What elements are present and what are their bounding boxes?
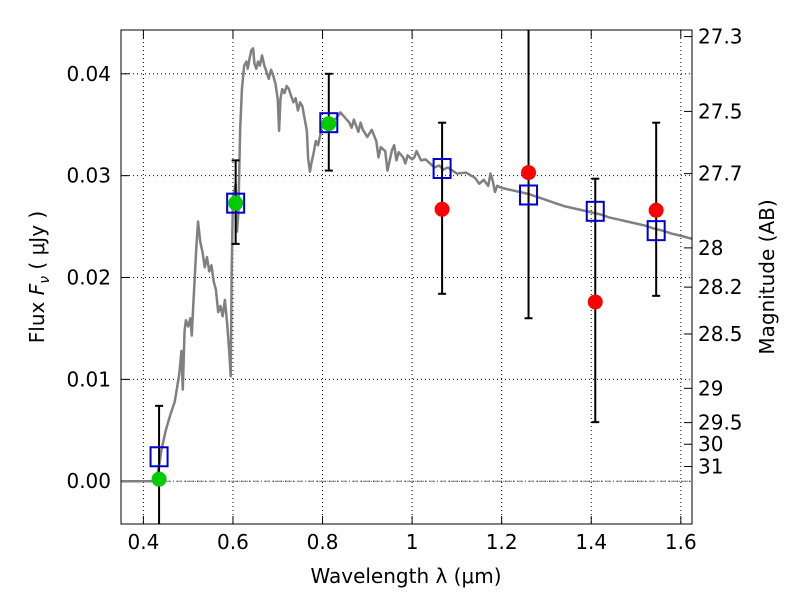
y2-tick-label: 29 [698,376,723,400]
model-photometry-square [432,158,452,180]
x-tick-label: 1 [406,530,419,554]
y-axis-label-prefix: Flux [25,295,49,343]
x-tick-label: 1.2 [486,530,518,554]
model-photometry-square [226,192,246,214]
x-tick-label: 1.6 [665,530,697,554]
red-data-point [434,201,450,217]
y2-tick-label: 30 [698,432,723,456]
model-photometry-square [646,220,666,242]
y-axis-label-suffix: ( μJy ) [25,211,49,276]
y2-tick-label: 29.5 [698,411,743,435]
y-tick-label: 0.04 [66,62,111,86]
model-photometry-square [319,112,339,134]
model-photometry-square [585,200,605,222]
red-data-point [521,165,537,181]
y-tick-label: 0.00 [66,469,111,493]
y2-tick-label: 28 [698,236,723,260]
x-axis-label: Wavelength λ (μm) [310,564,501,588]
x-tick-label: 0.6 [217,530,249,554]
x-tick-label: 0.4 [127,530,159,554]
green-data-point [228,195,244,211]
y2-tick-label: 28.5 [698,322,743,346]
plot-frame [120,29,693,525]
y2-tick-label: 28.2 [698,275,743,299]
y-tick-label: 0.01 [66,367,111,391]
green-data-point [151,471,167,487]
sed-model-line [121,47,692,483]
model-photometry-square [149,446,169,468]
red-data-point [587,294,603,310]
y-tick-label: 0.03 [66,164,111,188]
y2-tick-label: 31 [698,454,723,478]
y-axis-label-subscript: ν [37,276,53,284]
y-axis-label: Flux Fν ( μJy ) [25,211,53,343]
y-axis-label-symbol: F [25,283,49,295]
y2-axis-label: Magnitude (AB) [755,199,779,354]
y-tick-label: 0.02 [66,266,111,290]
x-tick-label: 0.8 [307,530,339,554]
y2-tick-label: 27.7 [698,162,743,186]
plot-area: 0.4 0.6 0.8 1 1.2 1.4 1.6 0.00 0.01 0.02 0.03 0.04 2… [66,25,742,554]
green-data-point [321,116,337,132]
model-photometry-square [519,184,539,206]
y2-tick-label: 27.3 [698,25,743,49]
x-tick-label: 1.4 [575,530,607,554]
red-data-point [648,202,664,218]
y2-tick-label: 27.5 [698,99,743,123]
